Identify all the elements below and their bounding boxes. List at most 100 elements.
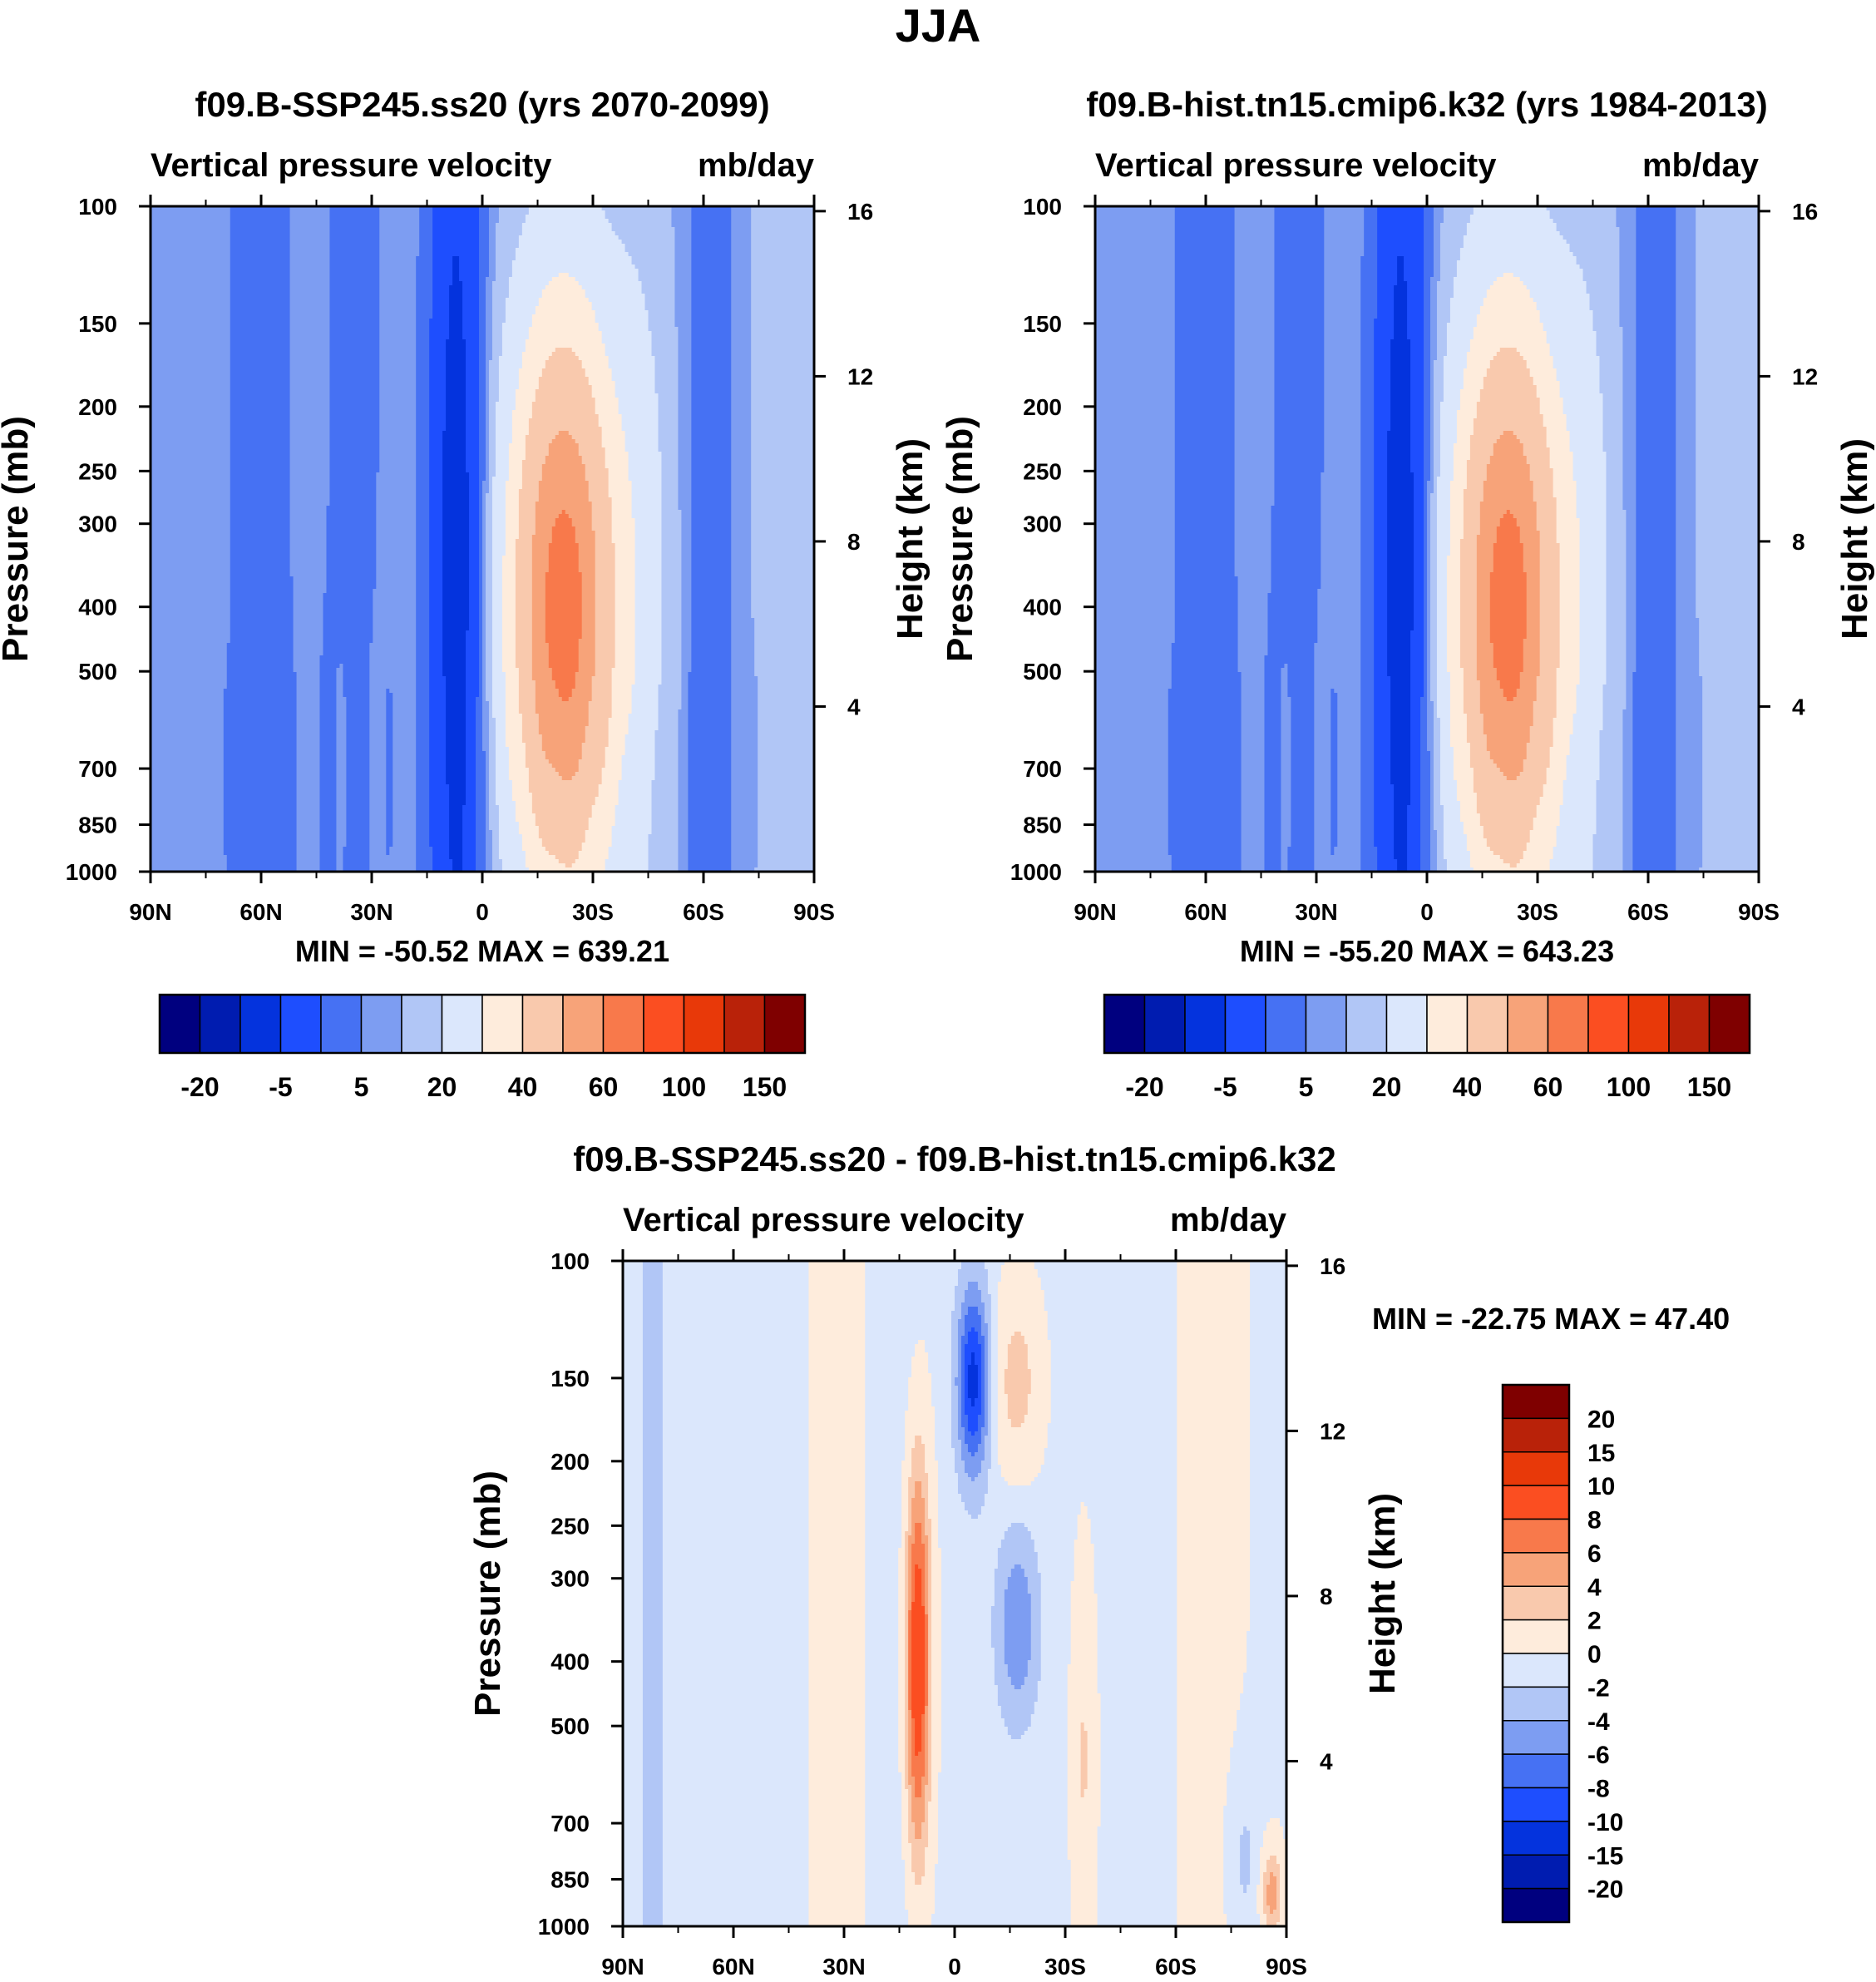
p1-xtick-label: 30N xyxy=(350,899,392,925)
p1-ytick-label: 250 xyxy=(78,458,117,484)
p2-ytick-label: 250 xyxy=(1023,458,1062,484)
p2-colorbar-box xyxy=(1305,994,1347,1054)
p1-units-label: mb/day xyxy=(698,147,815,184)
p3-colorbar-box xyxy=(1502,1821,1570,1856)
p2-colorbar: -20 -5 5 20 40 60 100 150 xyxy=(1103,993,1751,1102)
p1-colorbar-label: -5 xyxy=(269,1072,292,1102)
p3-colorbar-label: -15 xyxy=(1587,1842,1623,1870)
p1-colorbar-box xyxy=(643,994,685,1054)
p1-title: f09.B-SSP245.ss20 (yrs 2070-2099) xyxy=(195,85,769,124)
p2-xtick-label: 0 xyxy=(1420,899,1434,925)
p2-ytick-label: 150 xyxy=(1023,311,1062,337)
p3-ytick-label: 250 xyxy=(550,1513,590,1539)
p3-colorbar-box xyxy=(1502,1686,1570,1722)
p2-ytick-label: 700 xyxy=(1023,756,1062,782)
p3-colorbar-label: 20 xyxy=(1587,1406,1615,1433)
p2-units-label: mb/day xyxy=(1642,147,1760,184)
p2-xtick-label: 30S xyxy=(1517,899,1558,925)
p3-field xyxy=(623,1261,1286,1926)
p1-ytick-label: 1000 xyxy=(66,859,117,885)
p3-ytick-label: 100 xyxy=(550,1248,590,1274)
p2-ytick-label: 200 xyxy=(1023,394,1062,420)
p2-ylabel: Pressure (mb) xyxy=(940,416,980,662)
p3-colorbar-box xyxy=(1502,1787,1570,1822)
p1-ytick-label: 300 xyxy=(78,512,117,537)
p3-xtick-label: 90N xyxy=(601,1954,644,1980)
p1-minmax: MIN = -50.52 MAX = 639.21 xyxy=(295,934,669,968)
p1-colorbar-box xyxy=(320,994,363,1054)
p2-colorbar-label: 60 xyxy=(1533,1072,1563,1102)
p1-xtick-label: 0 xyxy=(476,899,489,925)
p3-colorbar-label: 15 xyxy=(1587,1440,1615,1467)
p1-y2tick-label: 12 xyxy=(847,363,873,389)
p2-colorbar-label: -20 xyxy=(1125,1072,1163,1102)
p1-colorbar-box xyxy=(360,994,402,1054)
p3-ytick-label: 850 xyxy=(550,1867,590,1893)
p3-variable-label: Vertical pressure velocity xyxy=(623,1202,1024,1238)
p2-ytick-label: 1000 xyxy=(1010,859,1062,885)
p3-colorbar-box xyxy=(1502,1854,1570,1890)
p2-colorbar-label: 100 xyxy=(1607,1072,1651,1102)
p3-ytick-label: 300 xyxy=(550,1566,590,1592)
p2-colorbar-box xyxy=(1103,994,1146,1054)
p1-colorbar-label: 40 xyxy=(508,1072,538,1102)
p1-colorbar-box xyxy=(401,994,443,1054)
p1-colorbar-label: 20 xyxy=(427,1072,457,1102)
p2-title: f09.B-hist.tn15.cmip6.k32 (yrs 1984-2013… xyxy=(1086,85,1767,124)
p2-colorbar-box xyxy=(1426,994,1469,1054)
p2-colorbar-box xyxy=(1668,994,1711,1054)
p1-colorbar-box xyxy=(683,994,725,1054)
p3-colorbar-box xyxy=(1502,1518,1570,1554)
p2-ytick-label: 400 xyxy=(1023,595,1062,620)
p3-colorbar-box xyxy=(1502,1585,1570,1621)
p1-colorbar-box xyxy=(441,994,483,1054)
p3-y2label: Height (km) xyxy=(1362,1493,1403,1694)
p3-colorbar-label: -2 xyxy=(1587,1674,1610,1702)
p3-colorbar-box xyxy=(1502,1619,1570,1654)
p1-colorbar-box xyxy=(239,994,282,1054)
p3-xtick-label: 30N xyxy=(822,1954,865,1980)
p1-variable-label: Vertical pressure velocity xyxy=(151,147,552,184)
p2-xtick-label: 30N xyxy=(1295,899,1337,925)
p3-colorbar-box xyxy=(1502,1384,1570,1420)
p3-colorbar-label: -6 xyxy=(1587,1742,1610,1769)
p2-colorbar-box xyxy=(1507,994,1549,1054)
p2-colorbar-box xyxy=(1708,994,1750,1054)
p2-y2tick-label: 8 xyxy=(1792,529,1805,555)
p2-colorbar-box xyxy=(1224,994,1266,1054)
p3-colorbar-label: 2 xyxy=(1587,1608,1602,1635)
p3-colorbar-box xyxy=(1502,1653,1570,1688)
p3-ytick-label: 200 xyxy=(550,1449,590,1475)
p2-colorbar-box xyxy=(1184,994,1227,1054)
p3-colorbar-label: 0 xyxy=(1587,1641,1602,1668)
p3-ylabel: Pressure (mb) xyxy=(467,1470,508,1717)
p1-ytick-label: 400 xyxy=(78,595,117,620)
p2-colorbar-label: -5 xyxy=(1213,1072,1237,1102)
p3-xtick-label: 0 xyxy=(948,1954,961,1980)
p3-colorbar-label: -4 xyxy=(1587,1708,1610,1736)
p1-colorbar-box xyxy=(763,994,806,1054)
p3-colorbar-box xyxy=(1502,1753,1570,1789)
p1-colorbar-label: 100 xyxy=(662,1072,706,1102)
p1-colorbar-frame xyxy=(158,993,807,1055)
p1-colorbar-box xyxy=(602,994,644,1054)
p3-colorbar-label: 8 xyxy=(1587,1507,1602,1535)
p3-title: f09.B-SSP245.ss20 - f09.B-hist.tn15.cmip… xyxy=(573,1139,1335,1179)
p1-colorbar-box xyxy=(723,994,766,1054)
p3-ytick-label: 700 xyxy=(550,1811,590,1836)
p3-ytick-label: 1000 xyxy=(538,1914,590,1940)
p1-colorbar-box xyxy=(521,994,564,1054)
p3-colorbar-label: -8 xyxy=(1587,1776,1610,1803)
p1-ytick-label: 850 xyxy=(78,813,117,838)
p1-colorbar-label: 150 xyxy=(743,1072,787,1102)
p1-xtick-label: 60S xyxy=(683,899,724,925)
p3-xtick-label: 60S xyxy=(1155,1954,1197,1980)
p2-colorbar-label: 5 xyxy=(1299,1072,1314,1102)
p1-ytick-label: 500 xyxy=(78,659,117,685)
p1-xtick-label: 60N xyxy=(239,899,282,925)
p3-colorbar-box xyxy=(1502,1451,1570,1486)
p3-ytick-label: 400 xyxy=(550,1649,590,1675)
p2-colorbar-box xyxy=(1466,994,1508,1054)
p1-field xyxy=(151,206,814,872)
